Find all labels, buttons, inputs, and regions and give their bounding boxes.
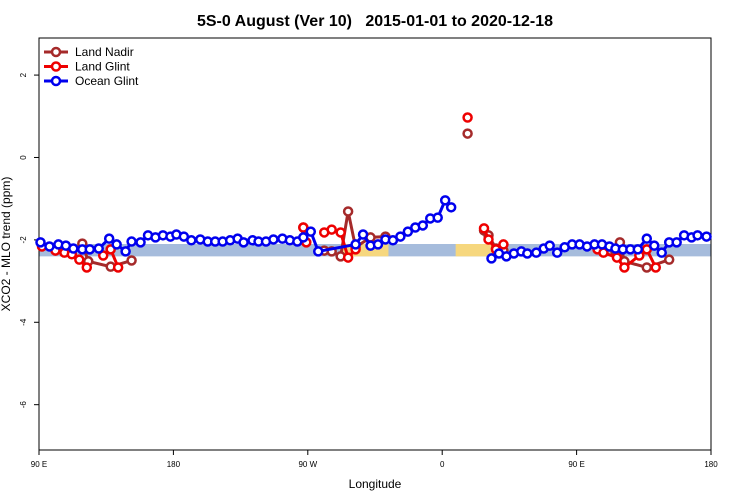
point bbox=[611, 252, 623, 263]
point bbox=[619, 262, 630, 273]
point bbox=[432, 212, 443, 223]
point bbox=[692, 230, 703, 241]
point bbox=[701, 231, 712, 242]
point bbox=[544, 240, 555, 251]
legend-label: Land Glint bbox=[75, 60, 130, 74]
point bbox=[335, 227, 346, 238]
point bbox=[649, 240, 660, 251]
point bbox=[478, 223, 490, 234]
point bbox=[641, 262, 653, 273]
x-tick-label: 180 bbox=[167, 460, 181, 469]
point bbox=[650, 262, 661, 273]
point bbox=[120, 246, 131, 257]
point bbox=[126, 255, 137, 266]
x-tick-label: 90 E bbox=[568, 460, 584, 469]
point bbox=[462, 112, 473, 123]
point bbox=[135, 237, 146, 248]
x-tick-label: 180 bbox=[704, 460, 718, 469]
legend-marker bbox=[50, 75, 62, 87]
point bbox=[445, 202, 457, 213]
point bbox=[357, 229, 369, 240]
point bbox=[663, 254, 675, 265]
point bbox=[417, 220, 429, 231]
point bbox=[326, 224, 337, 235]
point bbox=[313, 246, 324, 257]
point bbox=[97, 250, 109, 261]
point bbox=[350, 239, 361, 250]
point bbox=[439, 195, 451, 206]
point bbox=[551, 247, 563, 258]
point bbox=[372, 239, 384, 250]
point bbox=[671, 237, 682, 248]
point bbox=[395, 231, 406, 242]
x-tick-label: 90 E bbox=[31, 460, 47, 469]
point bbox=[342, 252, 354, 263]
point bbox=[68, 243, 79, 254]
legend-marker bbox=[50, 46, 62, 58]
chart-title: 5S-0 August (Ver 10) 2015-01-01 to 2020-… bbox=[197, 13, 553, 30]
x-axis-label: Longitude bbox=[349, 477, 402, 491]
region bbox=[455, 244, 495, 257]
legend-label: Ocean Glint bbox=[75, 74, 139, 88]
x-tick-label: 90 W bbox=[298, 460, 317, 469]
point bbox=[74, 254, 85, 265]
point bbox=[84, 244, 96, 255]
point bbox=[238, 237, 249, 248]
point bbox=[298, 232, 309, 243]
point bbox=[126, 236, 137, 247]
point bbox=[462, 128, 473, 139]
point bbox=[35, 237, 46, 248]
y-tick-label: 2 bbox=[19, 72, 28, 77]
point bbox=[186, 235, 197, 246]
point bbox=[103, 233, 115, 244]
point bbox=[656, 247, 667, 258]
point bbox=[268, 234, 279, 245]
y-tick-label: 0 bbox=[19, 155, 28, 160]
point bbox=[298, 222, 309, 233]
y-tick-label: -6 bbox=[19, 401, 28, 409]
point bbox=[81, 262, 93, 273]
point bbox=[44, 241, 55, 252]
point bbox=[111, 239, 122, 250]
point bbox=[498, 239, 509, 250]
point bbox=[112, 262, 124, 273]
point bbox=[641, 233, 653, 244]
y-axis-label: XCO2 - MLO trend (ppm) bbox=[0, 177, 13, 312]
point bbox=[531, 247, 542, 258]
legend-marker bbox=[50, 61, 62, 72]
point bbox=[342, 206, 354, 217]
point bbox=[93, 243, 104, 254]
point bbox=[632, 244, 644, 255]
point bbox=[483, 234, 494, 245]
y-tick-label: -2 bbox=[19, 236, 28, 244]
y-tick-label: -4 bbox=[19, 318, 28, 326]
point bbox=[486, 253, 497, 264]
point bbox=[402, 226, 414, 237]
point bbox=[305, 226, 317, 237]
x-tick-label: 0 bbox=[440, 460, 445, 469]
point bbox=[522, 248, 533, 259]
legend-label: Land Nadir bbox=[75, 45, 134, 59]
